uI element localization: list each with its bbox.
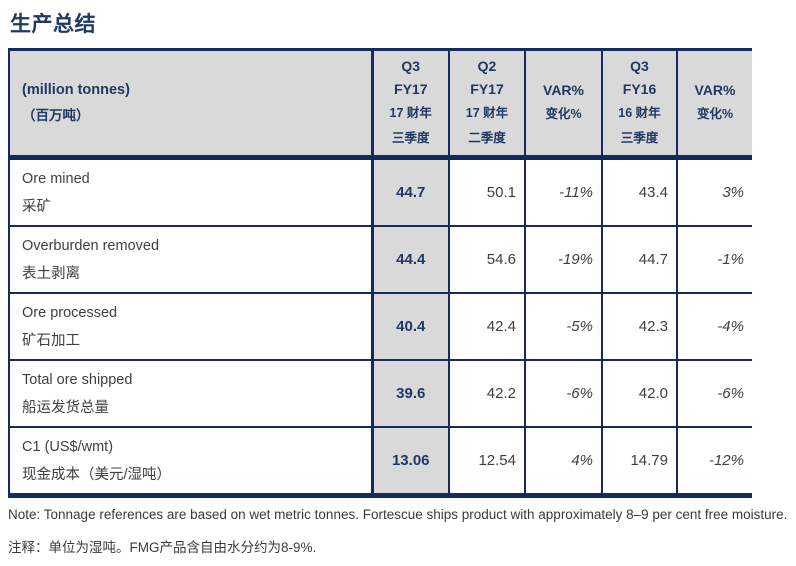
cell-q2fy17: 42.2	[448, 360, 525, 428]
row-label-en: Total ore shipped	[22, 371, 133, 388]
row-label-en: C1 (US$/wmt)	[22, 438, 114, 455]
cell-q2fy17: 42.4	[448, 293, 525, 361]
cell-var2: -1%	[676, 226, 752, 294]
cell-var1: -11%	[524, 157, 602, 227]
header-var1: VAR% 变化%	[524, 49, 602, 160]
cell-q3fy16: 14.79	[601, 427, 677, 498]
cell-var2: -12%	[676, 427, 752, 498]
cell-q3fy16: 42.0	[601, 360, 677, 428]
cell-q3fy16: 44.7	[601, 226, 677, 294]
row-label-zh: 现金成本（美元/湿吨）	[22, 466, 172, 483]
row-label-en: Ore processed	[22, 304, 118, 321]
table-row-c1-cost: C1 (US$/wmt) 现金成本（美元/湿吨） 13.06 12.54 4% …	[9, 427, 752, 498]
unit-label-en: (million tonnes)	[22, 82, 130, 98]
header-line: FY17	[470, 81, 504, 97]
header-line: 17 财年	[389, 106, 432, 120]
header-line: 三季度	[391, 131, 430, 145]
row-label-zh: 表土剥离	[22, 265, 80, 282]
header-line: 16 财年	[618, 106, 661, 120]
header-line: Q3	[401, 58, 421, 74]
table-row-ore-mined: Ore mined 采矿 44.7 50.1 -11% 43.4 3%	[9, 157, 752, 227]
cell-q3fy16: 42.3	[601, 293, 677, 361]
note-zh: 注释：单位为湿吨。FMG产品含自由水分约为8-9%.	[8, 540, 317, 555]
header-line: 三季度	[620, 131, 659, 145]
header-line: 二季度	[468, 131, 506, 145]
cell-q2fy17: 50.1	[448, 157, 525, 227]
header-line: 变化%	[696, 107, 734, 121]
header-line: Q3	[630, 58, 649, 74]
note-en: Note: Tonnage references are based on we…	[8, 507, 788, 522]
row-label-zh: 矿石加工	[22, 332, 80, 349]
cell-var2: -4%	[676, 293, 752, 361]
header-line: 变化%	[545, 107, 582, 121]
header-line: FY16	[622, 81, 657, 97]
row-label: Ore processed 矿石加工	[9, 293, 372, 361]
table-row-ore-processed: Ore processed 矿石加工 40.4 42.4 -5% 42.3 -4…	[9, 293, 752, 361]
header-q2-fy17: Q2 FY17 17 财年 二季度	[448, 49, 525, 160]
cell-q3fy17: 44.4	[370, 226, 449, 294]
header-q3-fy16: Q3 FY16 16 财年 三季度	[601, 49, 677, 160]
unit-label-zh: （百万吨）	[22, 108, 90, 123]
row-label: Total ore shipped 船运发货总量	[9, 360, 372, 428]
header-line: VAR%	[543, 82, 584, 98]
table-row-overburden-removed: Overburden removed 表土剥离 44.4 54.6 -19% 4…	[9, 226, 752, 294]
cell-q2fy17: 12.54	[448, 427, 525, 498]
header-line: VAR%	[694, 82, 736, 98]
cell-q3fy16: 43.4	[601, 157, 677, 227]
row-label-en: Overburden removed	[22, 237, 160, 254]
cell-q3fy17: 39.6	[370, 360, 449, 428]
cell-var1: -6%	[524, 360, 602, 428]
header-row: (million tonnes) （百万吨） Q3 FY17 17 财年 三季度…	[9, 49, 752, 160]
row-label: Ore mined 采矿	[9, 157, 372, 227]
header-line: Q2	[477, 58, 497, 74]
header-var2: VAR% 变化%	[676, 49, 752, 160]
cell-q3fy17: 44.7	[370, 157, 449, 227]
row-label: C1 (US$/wmt) 现金成本（美元/湿吨）	[9, 427, 372, 498]
cell-q3fy17: 40.4	[370, 293, 449, 361]
page-title: 生产总结	[10, 13, 96, 36]
cell-var1: -5%	[524, 293, 602, 361]
row-label: Overburden removed 表土剥离	[9, 226, 372, 294]
cell-q2fy17: 54.6	[448, 226, 525, 294]
header-q3-fy17: Q3 FY17 17 财年 三季度	[370, 49, 449, 160]
row-label-en: Ore mined	[22, 170, 90, 187]
header-unit-cell: (million tonnes) （百万吨）	[9, 49, 372, 160]
row-label-zh: 采矿	[22, 198, 51, 215]
header-line: 17 财年	[465, 106, 509, 120]
cell-var1: -19%	[524, 226, 602, 294]
header-line: FY17	[394, 81, 428, 97]
table-row-total-ore-shipped: Total ore shipped 船运发货总量 39.6 42.2 -6% 4…	[9, 360, 752, 428]
cell-var2: -6%	[676, 360, 752, 428]
cell-q3fy17: 13.06	[370, 427, 449, 498]
production-summary-table: (million tonnes) （百万吨） Q3 FY17 17 财年 三季度…	[8, 48, 752, 498]
row-label-zh: 船运发货总量	[22, 399, 109, 416]
cell-var1: 4%	[524, 427, 602, 498]
cell-var2: 3%	[676, 157, 752, 227]
